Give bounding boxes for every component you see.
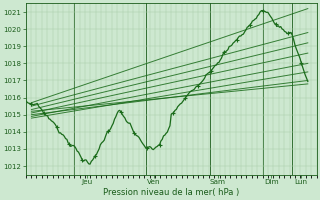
X-axis label: Pression niveau de la mer( hPa ): Pression niveau de la mer( hPa ) — [103, 188, 239, 197]
